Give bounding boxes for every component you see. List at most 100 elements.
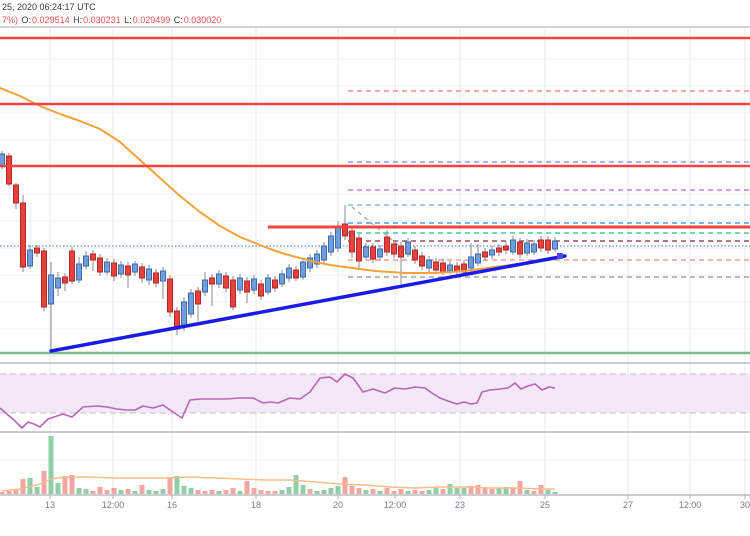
volume-bar	[377, 491, 383, 494]
ohlc-readout: 7%) O:0.029514 H:0.030231 L:0.029499 C:0…	[2, 14, 222, 26]
volume-bar	[503, 487, 509, 494]
candle	[335, 226, 341, 249]
volume-bar	[363, 490, 369, 494]
volume-bar	[531, 491, 537, 494]
candle	[55, 277, 61, 289]
x-axis[interactable]: 13 12:00 16 18 20 12:00 23 25 27 12:00 30	[45, 495, 750, 510]
volume-bar	[160, 489, 166, 494]
candle	[83, 255, 89, 267]
volume-bar	[342, 477, 348, 494]
volume-bar	[489, 489, 495, 494]
volume-bar	[440, 489, 446, 494]
volume-bar	[321, 490, 327, 494]
volume-bar	[111, 488, 117, 494]
volume-bar	[433, 488, 439, 494]
sr-levels	[0, 36, 750, 355]
volume-bar	[300, 485, 306, 494]
candle	[90, 253, 96, 261]
candle	[363, 246, 369, 258]
x-axis-label: 12:00	[102, 500, 125, 510]
candle	[139, 266, 145, 279]
low-value: 0.029499	[132, 15, 171, 25]
candle	[412, 249, 418, 261]
rsi-band	[0, 373, 750, 414]
candle	[531, 243, 537, 253]
candle	[517, 241, 523, 255]
candle	[440, 262, 446, 273]
candle	[468, 256, 474, 269]
candle	[167, 278, 173, 313]
volume-bar	[202, 491, 208, 494]
volume-bar	[104, 490, 110, 494]
candle	[538, 239, 544, 249]
x-axis-label: 30	[740, 500, 750, 510]
candle	[244, 280, 250, 293]
volume-bar	[510, 488, 516, 494]
candle	[216, 273, 222, 285]
volume-bar	[258, 490, 264, 494]
candle	[419, 255, 425, 267]
volume-bar	[286, 487, 292, 494]
volume-bar	[468, 486, 474, 494]
candle	[433, 261, 439, 271]
candle	[258, 283, 264, 297]
volume-bar	[356, 488, 362, 494]
high-value: 0.030231	[83, 15, 121, 25]
volume-bar	[20, 479, 26, 494]
volume-bar	[272, 491, 278, 494]
candle	[181, 301, 187, 327]
candle	[300, 261, 306, 278]
volume-bar	[265, 491, 271, 494]
volume-bar	[209, 490, 215, 494]
volume-bar	[146, 490, 152, 494]
volume-bar	[48, 436, 54, 494]
volume-bar	[62, 476, 68, 494]
volume-bar	[244, 481, 250, 494]
candle	[293, 269, 299, 279]
candle	[356, 237, 362, 262]
x-axis-label: 20	[333, 500, 343, 510]
candle	[251, 278, 257, 291]
volume-bar	[391, 491, 397, 494]
volume-bar	[475, 485, 481, 494]
candle	[510, 239, 516, 253]
candle	[209, 277, 215, 285]
rsi-line	[0, 373, 556, 429]
volume-bar	[153, 491, 159, 494]
candle	[97, 257, 103, 273]
volume-bar	[139, 485, 145, 494]
candle	[286, 267, 292, 279]
candle	[62, 276, 68, 284]
volume-bar	[419, 491, 425, 494]
candle	[524, 242, 530, 254]
low-label: L:	[124, 15, 132, 25]
volume-bar	[90, 491, 96, 494]
candle	[314, 253, 320, 265]
candle	[111, 262, 117, 277]
candle	[496, 247, 502, 253]
trendline-anchor[interactable]	[557, 253, 563, 259]
x-axis-label: 16	[167, 500, 177, 510]
grid	[0, 28, 750, 495]
volume-bar	[496, 488, 502, 494]
volume-bar	[132, 491, 138, 494]
panel-separators	[0, 26, 750, 496]
volume-bar	[125, 489, 131, 494]
candle	[27, 249, 33, 267]
candle	[132, 263, 138, 273]
x-axis-label: 25	[540, 500, 550, 510]
candle	[146, 268, 152, 281]
volume-bar	[524, 490, 530, 494]
candlestick-series	[0, 151, 558, 349]
candle	[48, 274, 54, 305]
high-label: H:	[73, 15, 83, 25]
volume-bar	[237, 491, 243, 494]
volume-bar	[398, 489, 404, 494]
open-value: 0.029514	[32, 15, 70, 25]
volume-ma-line	[1, 476, 555, 492]
volume-bar	[328, 488, 334, 494]
volume-bar	[293, 475, 299, 494]
x-axis-label: 13	[45, 500, 55, 510]
volume-bar	[454, 488, 460, 494]
